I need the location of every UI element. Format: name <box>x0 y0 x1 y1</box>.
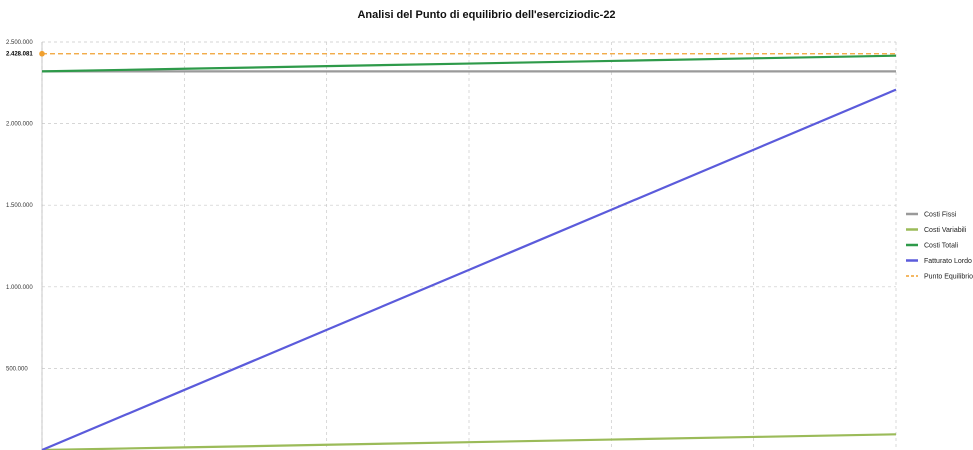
legend-label: Costi Variabili <box>924 227 967 234</box>
legend-label: Fatturato Lordo <box>924 258 972 265</box>
legend-item-costi-fissi[interactable]: Costi Fissi <box>906 212 957 219</box>
series-line-costi-variabili <box>41 433 897 450</box>
y-tick-label: 1.000.000 <box>6 285 33 291</box>
break-even-marker-layer: 2.428.081 <box>6 50 45 58</box>
series-line-costi-totali <box>41 54 897 73</box>
series-layer <box>41 53 897 450</box>
legend-item-costi-variabili[interactable]: Costi Variabili <box>906 227 967 234</box>
break-even-value-label: 2.428.081 <box>6 52 33 58</box>
y-tick-label: 1.500.000 <box>6 203 33 209</box>
series-line-fatturato-lordo <box>41 88 897 450</box>
y-tick-label: 500.000 <box>6 366 28 372</box>
legend-item-fatturato-lordo[interactable]: Fatturato Lordo <box>906 258 972 265</box>
y-tick-label: 2.000.000 <box>6 122 33 128</box>
legend-item-punto-equilibrio[interactable]: Punto Equilibrio <box>906 274 973 281</box>
break-even-point <box>39 50 45 57</box>
y-axis: 500.000 1.000.000 1.500.000 2.000.000 2.500.… <box>6 40 43 450</box>
legend-label: Punto Equilibrio <box>924 274 973 281</box>
legend-label: Costi Fissi <box>924 212 957 219</box>
grid-layer <box>41 41 897 450</box>
legend[interactable]: Costi Fissi Costi Variabili Costi Totali Fa… <box>906 212 973 281</box>
legend-label: Costi Totali <box>924 243 959 250</box>
legend-item-costi-totali[interactable]: Costi Totali <box>906 243 959 250</box>
y-tick-label: 2.500.000 <box>6 40 33 46</box>
chart-title: Analisi del Punto di equilibrio dell'ese… <box>357 9 616 21</box>
